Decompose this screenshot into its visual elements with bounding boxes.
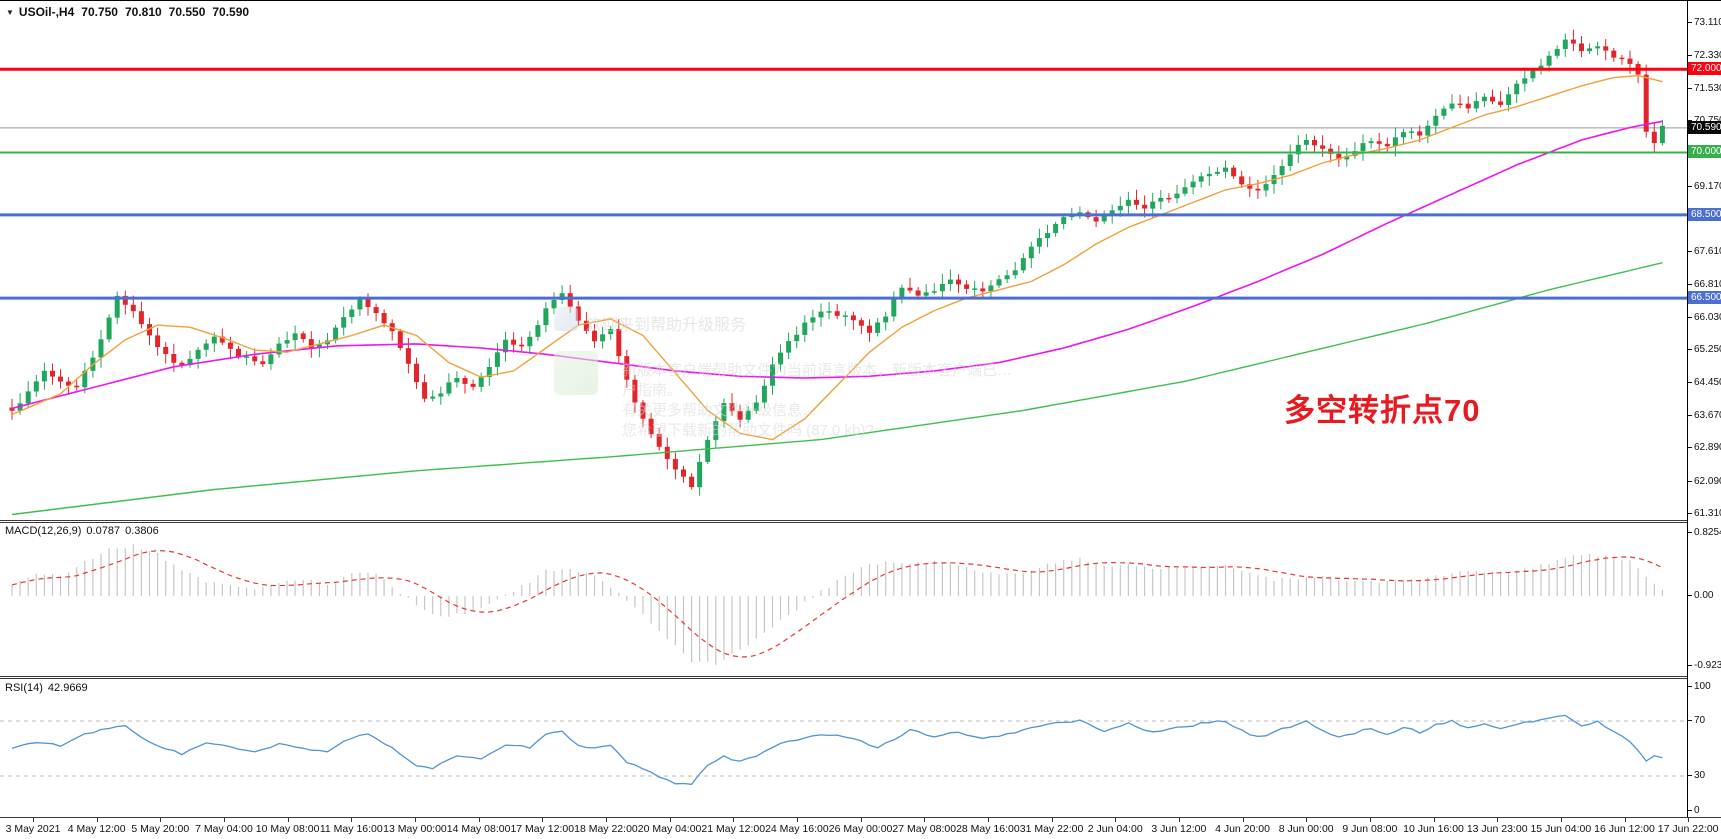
time-axis-tick	[414, 818, 416, 822]
time-axis-tick	[1306, 818, 1308, 822]
time-label: 16 Jun 12:00	[1594, 823, 1655, 835]
price-axis-tick: 71.530	[1688, 83, 1721, 95]
macd-pane[interactable]	[0, 523, 1687, 676]
time-axis-tick	[1369, 818, 1371, 822]
time-label: 4 May 12:00	[67, 823, 126, 835]
pane-resize-handle-rsi[interactable]	[0, 676, 1721, 679]
time-axis-tick	[605, 818, 607, 822]
annotation-text[interactable]: 多空转折点70	[1284, 393, 1481, 428]
price-axis-tick: 0	[1688, 805, 1700, 817]
time-axis-tick	[160, 818, 162, 822]
time-label: 18 May 22:00	[574, 823, 638, 835]
time-axis-tick	[1242, 818, 1244, 822]
price-tag-70.000: 70.000	[1688, 145, 1721, 158]
rsi-pane[interactable]	[0, 679, 1687, 817]
price-axis-tick: 73.110	[1688, 17, 1721, 29]
time-label: 28 May 16:00	[956, 823, 1020, 835]
time-axis-tick	[796, 818, 798, 822]
macd-label: MACD(12,26,9) 0.0787 0.3806	[5, 525, 159, 537]
pane-resize-handle-macd[interactable]	[0, 520, 1721, 523]
time-label: 4 Jun 20:00	[1215, 823, 1270, 835]
time-label: 27 May 08:00	[892, 823, 957, 835]
time-axis-tick	[223, 818, 225, 822]
time-label: 31 May 22:00	[1019, 823, 1084, 835]
chart-title: ▼ USOil-,H4 70.750 70.810 70.550 70.590	[6, 5, 249, 19]
price-axis-tick: 62.890	[1688, 442, 1721, 454]
time-axis-tick	[987, 818, 989, 822]
price-axis[interactable]: 73.11072.33071.53070.75069.97069.17068.3…	[1687, 1, 1721, 818]
rsi-label: RSI(14) 42.9669	[5, 682, 88, 694]
time-label: 11 May 16:00	[319, 823, 383, 835]
time-axis-tick	[1178, 818, 1180, 822]
price-axis-tick: -0.9234	[1688, 660, 1721, 672]
time-axis-tick	[924, 818, 926, 822]
price-tag-66.500: 66.500	[1688, 291, 1721, 304]
time-axis-tick	[542, 818, 544, 822]
time-label: 26 May 00:00	[828, 823, 893, 835]
time-axis-tick	[1497, 818, 1499, 822]
time-label: 10 Jun 16:00	[1403, 823, 1464, 835]
time-axis-tick	[1115, 818, 1117, 822]
price-axis-tick: 100	[1688, 681, 1711, 693]
time-label: 17 May 12:00	[510, 823, 575, 835]
ohlc-high: 70.810	[124, 5, 162, 19]
time-axis-tick	[1624, 818, 1626, 822]
time-axis-tick	[1688, 818, 1690, 822]
time-axis-tick	[733, 818, 735, 822]
price-axis-tick: 63.670	[1688, 410, 1721, 422]
time-label: 8 Jun 00:00	[1278, 823, 1334, 835]
time-label: 3 May 2021	[5, 823, 61, 835]
time-axis-tick	[1560, 818, 1562, 822]
time-label: 10 May 08:00	[255, 823, 320, 835]
time-axis-tick	[287, 818, 289, 822]
price-axis-tick: 64.450	[1688, 377, 1721, 389]
time-label: 14 May 08:00	[446, 823, 511, 835]
time-axis-tick	[1433, 818, 1435, 822]
time-axis-tick	[33, 818, 34, 822]
price-axis-tick: 67.610	[1688, 246, 1721, 258]
time-label: 20 May 04:00	[637, 823, 702, 835]
time-label: 13 May 00:00	[383, 823, 447, 835]
price-axis-tick: 65.250	[1688, 344, 1721, 356]
price-axis-tick: 0.00	[1688, 590, 1713, 602]
symbol-dropdown-icon[interactable]: ▼	[6, 8, 14, 17]
time-label: 13 Jun 23:00	[1466, 823, 1528, 835]
time-axis-tick	[351, 818, 353, 822]
time-label: 2 Jun 04:00	[1087, 823, 1143, 835]
time-axis-tick	[860, 818, 862, 822]
time-label: 17 Jun 22:00	[1657, 823, 1719, 835]
time-label: 21 May 12:00	[701, 823, 766, 835]
time-label: 5 May 20:00	[131, 823, 190, 835]
time-label: 7 May 04:00	[195, 823, 253, 835]
price-tag-70.590: 70.590	[1688, 121, 1721, 134]
price-axis-tick: 66.810	[1688, 279, 1721, 291]
price-axis-tick: 66.030	[1688, 312, 1721, 324]
ohlc-low: 70.550	[168, 5, 206, 19]
ohlc-close: 70.590	[212, 5, 250, 19]
price-axis-tick: 30	[1688, 770, 1705, 782]
price-axis-tick: 0.8254	[1688, 527, 1721, 539]
time-axis-tick	[96, 818, 98, 822]
price-tag-72.000: 72.000	[1688, 62, 1721, 75]
time-axis-tick	[478, 818, 480, 822]
price-tag-68.500: 68.500	[1688, 208, 1721, 221]
time-axis-tick	[669, 818, 671, 822]
time-label: 15 Jun 04:00	[1530, 823, 1592, 835]
time-label: 9 Jun 08:00	[1342, 823, 1398, 835]
price-axis-tick: 69.170	[1688, 181, 1721, 193]
price-axis-tick: 62.090	[1688, 476, 1721, 488]
ohlc-open: 70.750	[81, 5, 118, 19]
price-axis-tick: 61.310	[1688, 508, 1721, 520]
time-axis[interactable]: 3 May 2021 4 May 12:00 5 May 20:00 7 May 04…	[0, 817, 1721, 839]
time-label: 3 Jun 12:00	[1151, 823, 1207, 835]
price-axis-tick: 70	[1688, 715, 1705, 727]
time-axis-tick	[1051, 818, 1053, 822]
price-axis-tick: 72.330	[1688, 50, 1721, 62]
time-label: 24 May 16:00	[765, 823, 829, 835]
price-pane[interactable]	[0, 1, 1687, 520]
price-axis-tick: 70.750	[1688, 115, 1721, 127]
symbol-label: USOil-,H4	[18, 5, 75, 19]
